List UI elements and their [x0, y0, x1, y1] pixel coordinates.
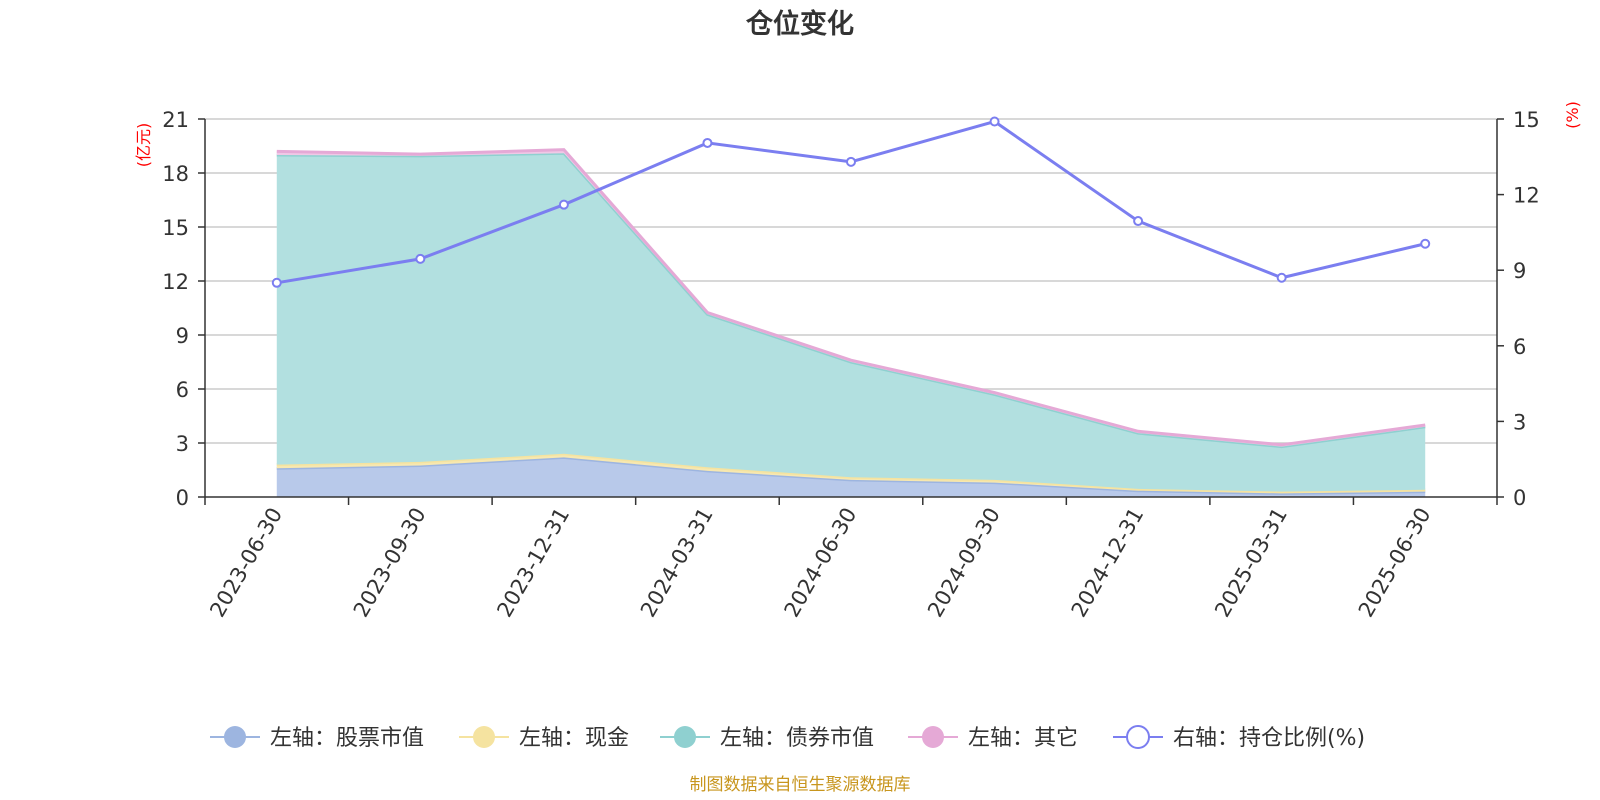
left-tick-label: 21 — [162, 108, 189, 132]
x-tick-label: 2024-12-31 — [1067, 504, 1149, 622]
x-tick-label: 2024-03-31 — [636, 504, 718, 622]
holding-ratio-point — [1420, 238, 1431, 249]
left-tick-label: 15 — [162, 216, 189, 240]
x-tick-label: 2023-09-30 — [349, 504, 431, 622]
left-tick-label: 6 — [176, 378, 189, 402]
right-tick-label: 15 — [1513, 108, 1540, 132]
right-tick-label: 6 — [1513, 335, 1526, 359]
legend-marker — [224, 726, 246, 748]
left-tick-label: 0 — [176, 486, 189, 510]
holding-ratio-point — [1276, 272, 1287, 283]
legend-label: 左轴：债券市值 — [720, 726, 874, 751]
area-edge-左轴：其它 — [276, 148, 1426, 447]
holding-ratio-point — [271, 277, 282, 288]
right-tick-label: 9 — [1513, 259, 1526, 283]
legend-label: 左轴：股票市值 — [270, 726, 424, 751]
x-tick-label: 2023-06-30 — [205, 504, 287, 622]
left-tick-label: 18 — [162, 162, 189, 186]
holding-ratio-point — [415, 253, 426, 264]
left-tick-label: 3 — [176, 432, 189, 456]
area-左轴：股票市值 — [276, 457, 1426, 497]
legend-marker — [922, 726, 944, 748]
legend-marker — [674, 726, 696, 748]
source-note: 制图数据来自恒生聚源数据库 — [690, 775, 911, 795]
legend: 左轴：股票市值 左轴：现金 左轴：债券市值 左轴：其它 右轴：持仓比例(%) — [210, 725, 1365, 751]
left-tick-label: 12 — [162, 270, 189, 294]
legend-label: 左轴：其它 — [968, 726, 1078, 751]
legend-label: 右轴：持仓比例(%) — [1173, 726, 1365, 751]
right-tick-label: 12 — [1513, 184, 1540, 208]
x-tick-label: 2024-06-30 — [780, 504, 862, 622]
chart-title: 仓位变化 — [745, 8, 854, 40]
stacked-areas — [276, 148, 1426, 497]
area-左轴：债券市值 — [276, 153, 1426, 492]
x-tick-label: 2025-03-31 — [1210, 504, 1292, 622]
legend-marker — [473, 726, 495, 748]
holding-ratio-series — [271, 116, 1431, 288]
x-tick-label: 2024-09-30 — [923, 504, 1005, 622]
holding-ratio-point — [558, 199, 569, 210]
x-tick-label: 2023-12-31 — [492, 504, 574, 622]
right-tick-label: 0 — [1513, 486, 1526, 510]
right-tick-label: 3 — [1513, 410, 1526, 434]
x-tick-label: 2025-06-30 — [1354, 504, 1436, 622]
right-axis-unit: (%) — [1563, 101, 1582, 129]
holding-ratio-point — [989, 116, 1000, 127]
holding-ratio-point — [846, 156, 856, 167]
left-tick-label: 9 — [176, 324, 189, 348]
left-axis-unit: (亿元) — [134, 123, 153, 168]
holding-ratio-point — [1133, 216, 1144, 227]
legend-label: 左轴：现金 — [519, 726, 629, 751]
holding-ratio-point — [702, 137, 713, 148]
legend-marker — [1126, 725, 1150, 749]
